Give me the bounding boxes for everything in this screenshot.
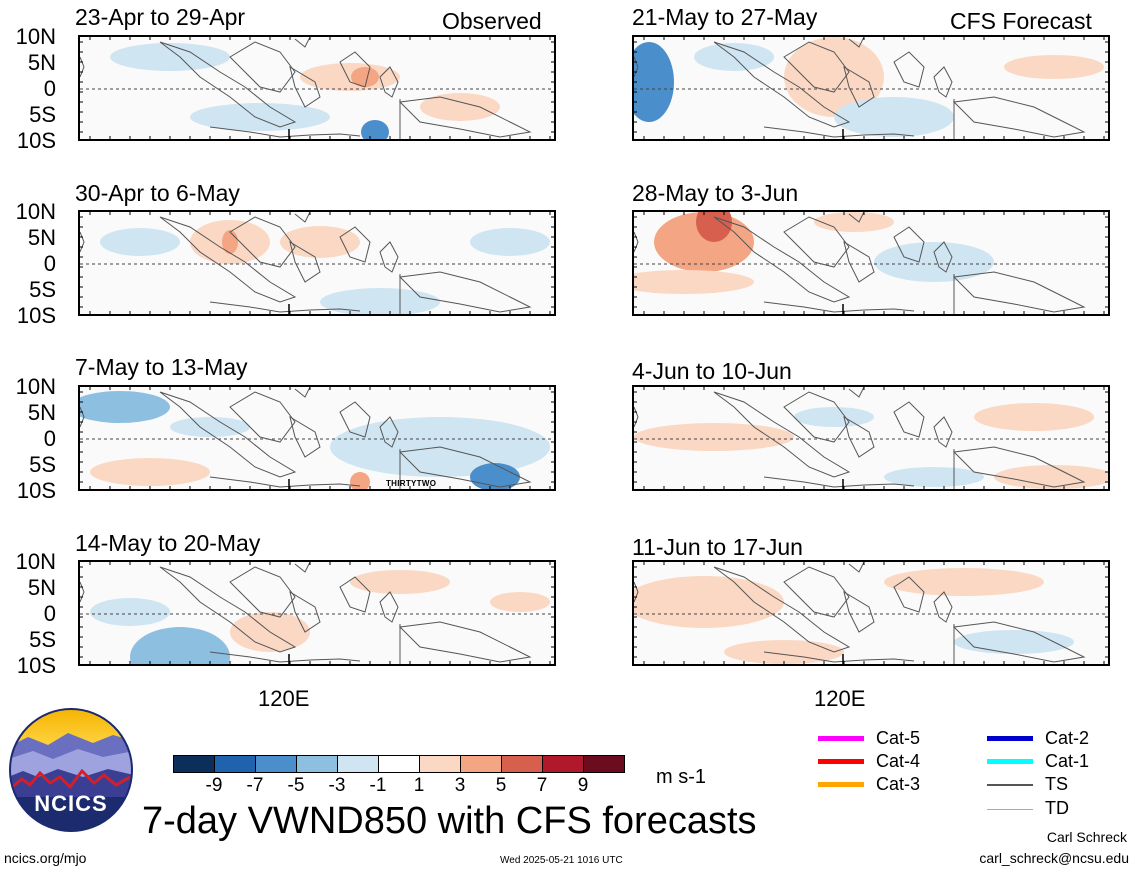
latitude-label: 0: [43, 76, 56, 101]
legend-line: [818, 782, 864, 787]
latitude-label: 5S: [29, 452, 56, 477]
colorbar-tick-label: -5: [287, 775, 305, 796]
legend-label: TS: [1045, 774, 1069, 794]
colorbar-tick-label: -3: [328, 775, 346, 796]
map-panel: [78, 560, 556, 666]
latitude-label: 5N: [27, 400, 56, 425]
legend-line: [987, 784, 1033, 786]
footer-email[interactable]: carl_schreck@ncsu.edu: [979, 850, 1129, 866]
footer-author: Carl Schreck: [1046, 829, 1127, 845]
colorbar-tick-label: -9: [205, 775, 223, 796]
legend-label: Cat-5: [876, 728, 921, 748]
panel-title: 30-Apr to 6-May: [75, 180, 240, 206]
colorbar-swatch: [542, 755, 584, 773]
latitude-label: 10N: [15, 24, 56, 49]
latitude-label: 5S: [29, 627, 56, 652]
panel-tag-forecast: CFS Forecast: [950, 8, 1092, 34]
legend-line: [987, 759, 1033, 764]
map-panel: [632, 210, 1110, 316]
longitude-label: 120E: [258, 686, 310, 711]
colorbar-tick-label: 1: [413, 775, 425, 796]
latitude-label: 10N: [15, 549, 56, 574]
longitude-label: 120E: [814, 686, 866, 711]
latitude-label: 10S: [16, 653, 56, 678]
legend-line: [818, 736, 864, 741]
latitude-label: 10S: [16, 303, 56, 328]
map-panel: [632, 385, 1110, 491]
colorbar-swatch: [378, 755, 420, 773]
panel-title: 14-May to 20-May: [75, 530, 261, 556]
colorbar-swatch: [583, 755, 625, 773]
colorbar-swatch: [296, 755, 338, 773]
colorbar-swatch: [337, 755, 379, 773]
map-panel: [632, 35, 1110, 141]
map-panel: [632, 560, 1110, 666]
panel-title: 28-May to 3-Jun: [632, 180, 799, 206]
latitude-label: 5N: [27, 225, 56, 250]
latitude-label: 0: [43, 426, 56, 451]
legend-line: [987, 809, 1033, 810]
colorbar-tick-label: 5: [495, 775, 507, 796]
logo-text: NCICS: [34, 791, 108, 816]
footer-url[interactable]: ncics.org/mjo: [4, 850, 87, 866]
legend-label: Cat-3: [876, 774, 921, 794]
map-panel: [78, 210, 556, 316]
latitude-label: 10N: [15, 199, 56, 224]
ncics-logo: NCICS: [8, 707, 134, 833]
legend-label: TD: [1045, 798, 1069, 818]
colorbar-swatch: [501, 755, 543, 773]
legend-label: Cat-2: [1045, 728, 1090, 748]
colorbar-tick-label: -7: [246, 775, 264, 796]
latitude-label: 10N: [15, 374, 56, 399]
legend-label: Cat-4: [876, 751, 921, 771]
legend-line: [818, 759, 864, 764]
colorbar-units: m s-1: [656, 766, 706, 788]
colorbar-swatch: [173, 755, 215, 773]
latitude-label: 5N: [27, 50, 56, 75]
colorbar-swatch: [255, 755, 297, 773]
panel-title: 21-May to 27-May: [632, 4, 818, 30]
panel-title: 7-May to 13-May: [75, 354, 248, 380]
panel-tag-observed: Observed: [442, 8, 542, 34]
legend-label: Cat-1: [1045, 751, 1090, 771]
colorbar-swatch: [419, 755, 461, 773]
latitude-label: 5N: [27, 575, 56, 600]
latitude-label: 5S: [29, 277, 56, 302]
storm-track-label: THIRTYTWO: [386, 479, 437, 488]
map-panel: [78, 35, 556, 141]
main-title: 7-day VWND850 with CFS forecasts: [142, 800, 757, 842]
panel-title: 11-Jun to 17-Jun: [632, 534, 803, 560]
latitude-label: 5S: [29, 102, 56, 127]
latitude-label: 0: [43, 251, 56, 276]
latitude-label: 10S: [16, 478, 56, 503]
colorbar-swatch: [214, 755, 256, 773]
legend-line: [987, 736, 1033, 741]
latitude-label: 10S: [16, 128, 56, 153]
panel-title: 23-Apr to 29-Apr: [75, 4, 246, 30]
colorbar-tick-label: 3: [454, 775, 466, 796]
latitude-label: 0: [43, 601, 56, 626]
map-panel: [78, 385, 556, 491]
colorbar-tick-label: -1: [369, 775, 387, 796]
panel-title: 4-Jun to 10-Jun: [632, 358, 792, 384]
colorbar-swatch: [460, 755, 502, 773]
colorbar-tick-label: 9: [577, 775, 589, 796]
colorbar-tick-label: 7: [536, 775, 548, 796]
footer-timestamp: Wed 2025-05-21 1016 UTC: [500, 855, 623, 866]
